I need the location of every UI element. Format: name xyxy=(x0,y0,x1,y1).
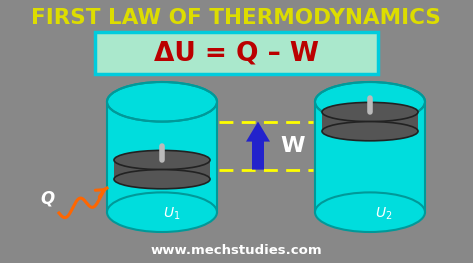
Bar xyxy=(95,32,378,74)
Bar xyxy=(322,112,418,131)
Bar xyxy=(114,160,210,179)
FancyArrow shape xyxy=(246,122,270,170)
Ellipse shape xyxy=(322,102,418,122)
Text: W: W xyxy=(280,136,305,156)
Ellipse shape xyxy=(315,82,425,122)
Text: ΔU = Q – W: ΔU = Q – W xyxy=(154,40,319,66)
Text: Q: Q xyxy=(40,190,54,208)
Text: $U_1$: $U_1$ xyxy=(163,206,181,222)
Text: www.mechstudies.com: www.mechstudies.com xyxy=(150,244,322,256)
Ellipse shape xyxy=(114,170,210,189)
Ellipse shape xyxy=(315,193,425,232)
Ellipse shape xyxy=(322,122,418,141)
Ellipse shape xyxy=(107,82,217,122)
Ellipse shape xyxy=(114,150,210,170)
Ellipse shape xyxy=(107,193,217,232)
Text: $U_2$: $U_2$ xyxy=(375,206,393,222)
Bar xyxy=(315,102,425,212)
Bar xyxy=(107,102,217,212)
Text: FIRST LAW OF THERMODYNAMICS: FIRST LAW OF THERMODYNAMICS xyxy=(31,8,441,28)
